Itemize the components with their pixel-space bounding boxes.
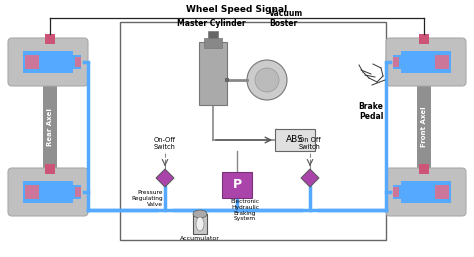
Text: ABS: ABS <box>286 135 304 144</box>
Bar <box>393 187 399 197</box>
Bar <box>208 31 218 38</box>
Bar <box>23 181 73 203</box>
Bar <box>120 22 386 240</box>
Bar <box>25 55 39 69</box>
Bar <box>419 34 429 44</box>
Bar <box>43 42 57 202</box>
Polygon shape <box>301 169 319 187</box>
Text: On-Off
Switch: On-Off Switch <box>154 137 176 150</box>
FancyBboxPatch shape <box>8 168 88 216</box>
Text: Master Cylinder: Master Cylinder <box>177 19 246 28</box>
Bar <box>225 78 229 82</box>
Bar <box>401 51 451 73</box>
Bar <box>393 57 399 67</box>
Bar <box>199 42 227 105</box>
Polygon shape <box>156 169 174 187</box>
Bar <box>193 214 207 234</box>
Bar <box>417 42 431 202</box>
Text: Rear Axel: Rear Axel <box>47 108 53 146</box>
Text: Front Axel: Front Axel <box>421 107 427 147</box>
Bar <box>401 181 451 203</box>
Ellipse shape <box>193 210 207 218</box>
Text: Accumulator: Accumulator <box>180 236 220 241</box>
FancyBboxPatch shape <box>386 38 466 86</box>
Bar <box>393 185 411 199</box>
Bar <box>435 185 449 199</box>
Text: Brake
Pedal: Brake Pedal <box>358 102 383 121</box>
FancyBboxPatch shape <box>386 168 466 216</box>
Bar <box>63 55 81 69</box>
Text: Electronic
Hydraulic
Braking
System: Electronic Hydraulic Braking System <box>230 199 259 221</box>
Bar <box>23 51 73 73</box>
Bar <box>393 55 411 69</box>
Bar <box>75 57 81 67</box>
Bar <box>45 34 55 44</box>
Bar <box>275 129 315 151</box>
Bar <box>25 185 39 199</box>
Bar <box>63 185 81 199</box>
Text: Wheel Speed Signal: Wheel Speed Signal <box>186 5 288 14</box>
Bar <box>222 172 252 198</box>
FancyBboxPatch shape <box>8 38 88 86</box>
Text: Vacuum
Boster: Vacuum Boster <box>269 8 303 28</box>
Text: P: P <box>232 179 242 191</box>
Bar <box>204 38 222 48</box>
Text: On Off
Switch: On Off Switch <box>299 137 321 150</box>
Ellipse shape <box>196 217 204 231</box>
Bar <box>75 187 81 197</box>
Bar <box>435 55 449 69</box>
Bar <box>419 164 429 174</box>
Circle shape <box>247 60 287 100</box>
Circle shape <box>255 68 279 92</box>
Text: Pressure
Regulating
Valve: Pressure Regulating Valve <box>131 190 163 207</box>
Bar <box>45 164 55 174</box>
